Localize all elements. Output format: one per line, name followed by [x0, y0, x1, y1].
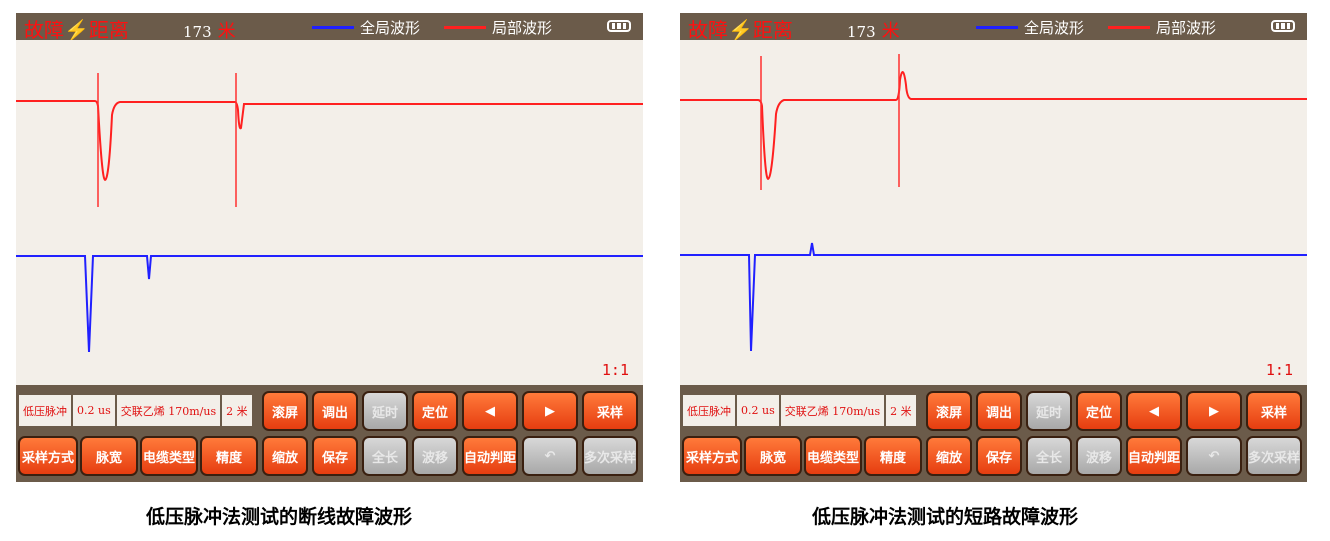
fault-distance-title: 故障⚡距离: [688, 18, 793, 42]
button[interactable]: 脉宽: [80, 436, 138, 476]
legend-local: 局部波形: [1108, 17, 1216, 38]
legend-global: 全局波形: [312, 17, 420, 38]
info-field: 0.2 us: [73, 395, 115, 426]
right-arrow-icon[interactable]: ▶: [522, 391, 578, 431]
device-screen: 故障⚡距离 173 米 全局波形 局部波形 1:1 低压脉冲 0.2 us 交联乙烯 …: [680, 13, 1307, 482]
button[interactable]: 波移: [412, 436, 458, 476]
status-header: 故障⚡距离 173 米 全局波形 局部波形: [16, 13, 643, 43]
button[interactable]: 精度: [200, 436, 258, 476]
info-field: 低压脉冲: [19, 395, 71, 426]
distance-unit: 米: [881, 21, 900, 42]
local-waveform: [680, 71, 1307, 181]
button[interactable]: 保存: [312, 436, 358, 476]
button[interactable]: 自动判距: [1126, 436, 1182, 476]
button[interactable]: 缩放: [262, 436, 308, 476]
legend-global: 全局波形: [976, 17, 1084, 38]
info-field: 2 米: [222, 395, 252, 426]
device-screen: 故障⚡距离 173 米 全局波形 局部波形 1:1 低压脉冲 0.2 us 交联乙烯 …: [16, 13, 643, 482]
left-arrow-icon[interactable]: ◀: [1126, 391, 1182, 431]
fault-distance-title: 故障⚡距离: [24, 18, 129, 42]
button[interactable]: 全长: [1026, 436, 1072, 476]
button[interactable]: 定位: [1076, 391, 1122, 431]
button[interactable]: 滚屏: [262, 391, 308, 431]
waveform-plot[interactable]: 1:1: [16, 40, 643, 385]
battery-icon: [1271, 20, 1295, 32]
legend-label: 全局波形: [360, 19, 421, 37]
waveform-svg: [16, 73, 643, 353]
parameter-info: 低压脉冲 0.2 us 交联乙烯 170m/us 2 米: [19, 395, 252, 426]
battery-icon: [607, 20, 631, 32]
button[interactable]: 多次采样: [582, 436, 638, 476]
info-field: 0.2 us: [737, 395, 779, 426]
legend-label: 局部波形: [492, 19, 553, 37]
button[interactable]: 多次采样: [1246, 436, 1302, 476]
distance-value: 173: [847, 23, 876, 41]
distance-readout: 173 米: [847, 17, 900, 43]
zoom-ratio: 1:1: [601, 361, 629, 379]
control-bar: 低压脉冲 0.2 us 交联乙烯 170m/us 2 米滚屏 调出 延时 定位 ◀ ▶ 采样采样方…: [16, 385, 643, 482]
undo-icon[interactable]: ↶: [1186, 436, 1242, 476]
undo-icon[interactable]: ↶: [522, 436, 578, 476]
info-field: 2 米: [886, 395, 916, 426]
waveform-svg: [680, 54, 1307, 352]
button[interactable]: 保存: [976, 436, 1022, 476]
button[interactable]: 调出: [312, 391, 358, 431]
legend-local: 局部波形: [444, 17, 552, 38]
button[interactable]: 定位: [412, 391, 458, 431]
button[interactable]: 缩放: [926, 436, 972, 476]
button[interactable]: 全长: [362, 436, 408, 476]
global-waveform: [680, 242, 1307, 352]
button[interactable]: 调出: [976, 391, 1022, 431]
legend-label: 全局波形: [1024, 19, 1085, 37]
global-waveform: [16, 255, 643, 353]
distance-unit: 米: [217, 21, 236, 42]
button[interactable]: 电缆类型: [804, 436, 862, 476]
button[interactable]: 延时: [362, 391, 408, 431]
legend-label: 局部波形: [1156, 19, 1217, 37]
parameter-info: 低压脉冲 0.2 us 交联乙烯 170m/us 2 米: [683, 395, 916, 426]
status-header: 故障⚡距离 173 米 全局波形 局部波形: [680, 13, 1307, 43]
button[interactable]: 自动判距: [462, 436, 518, 476]
button[interactable]: 滚屏: [926, 391, 972, 431]
button[interactable]: 采样: [1246, 391, 1302, 431]
button[interactable]: 采样方式: [18, 436, 78, 476]
button[interactable]: 精度: [864, 436, 922, 476]
button[interactable]: 脉宽: [744, 436, 802, 476]
button[interactable]: 采样: [582, 391, 638, 431]
button[interactable]: 采样方式: [682, 436, 742, 476]
distance-readout: 173 米: [183, 17, 236, 43]
figure-caption: 低压脉冲法测试的短路故障波形: [812, 506, 1079, 528]
button[interactable]: 延时: [1026, 391, 1072, 431]
button[interactable]: 波移: [1076, 436, 1122, 476]
left-arrow-icon[interactable]: ◀: [462, 391, 518, 431]
waveform-plot[interactable]: 1:1: [680, 40, 1307, 385]
button[interactable]: 电缆类型: [140, 436, 198, 476]
figure-caption: 低压脉冲法测试的断线故障波形: [146, 506, 413, 528]
right-arrow-icon[interactable]: ▶: [1186, 391, 1242, 431]
info-field: 低压脉冲: [683, 395, 735, 426]
info-field: 交联乙烯 170m/us: [780, 395, 885, 426]
distance-value: 173: [183, 23, 212, 41]
info-field: 交联乙烯 170m/us: [116, 395, 221, 426]
control-bar: 低压脉冲 0.2 us 交联乙烯 170m/us 2 米滚屏 调出 延时 定位 ◀ ▶ 采样采样方…: [680, 385, 1307, 482]
zoom-ratio: 1:1: [1265, 361, 1293, 379]
local-waveform: [16, 100, 643, 182]
